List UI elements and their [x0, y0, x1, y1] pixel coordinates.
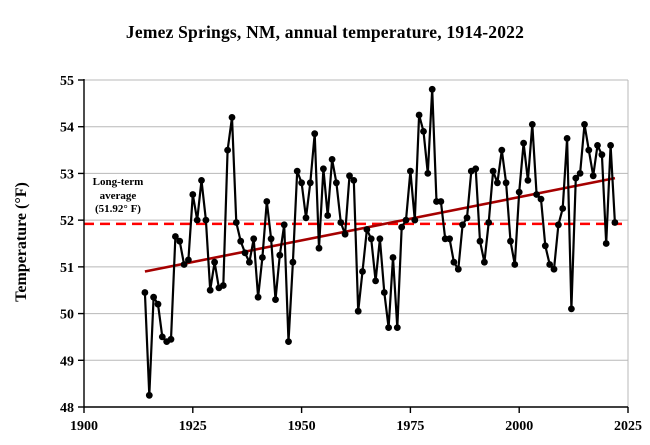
average-annotation-line3: (51.92° F) [95, 203, 141, 215]
y-tick-label-48: 48 [60, 401, 74, 416]
y-tick-label-55: 55 [60, 74, 74, 89]
x-tick-label-1925: 1925 [179, 419, 207, 434]
y-tick-label-53: 53 [60, 167, 74, 182]
average-annotation-line1: Long-term [92, 176, 144, 188]
y-tick-label-52: 52 [60, 214, 74, 229]
x-tick-label-1950: 1950 [288, 419, 316, 434]
y-tick-label-54: 54 [60, 121, 74, 136]
tick-labels: 48 49 50 51 52 53 54 55 1900 1925 1950 1975 2000 2025 [60, 74, 642, 434]
x-tick-label-1975: 1975 [396, 419, 424, 434]
y-tick-label-51: 51 [60, 261, 74, 276]
x-tick-label-1900: 1900 [70, 419, 98, 434]
y-tick-label-50: 50 [60, 308, 74, 323]
average-annotation: Long-term average (51.92° F) [77, 176, 159, 217]
average-annotation-line2: average [99, 189, 137, 202]
x-tick-label-2025: 2025 [614, 419, 642, 434]
axes-and-ticks [78, 79, 629, 413]
x-tick-label-2000: 2000 [505, 419, 533, 434]
chart-title: Jemez Springs, NM, annual temperature, 1… [125, 22, 525, 42]
data-series [141, 85, 619, 399]
y-tick-label-49: 49 [60, 354, 74, 369]
